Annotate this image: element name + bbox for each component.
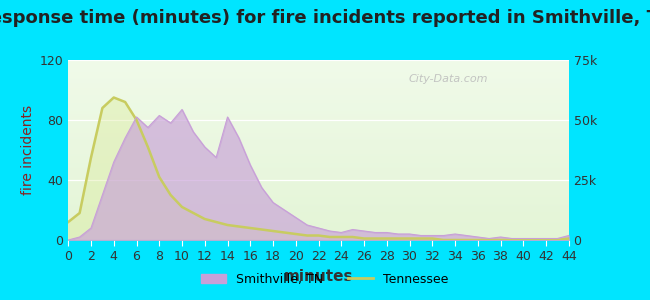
Legend: Smithville, TN, Tennessee: Smithville, TN, Tennessee	[196, 268, 454, 291]
Y-axis label: fire incidents: fire incidents	[21, 105, 36, 195]
Text: Response time (minutes) for fire incidents reported in Smithville, TN: Response time (minutes) for fire inciden…	[0, 9, 650, 27]
X-axis label: minutes: minutes	[284, 269, 353, 284]
Text: City-Data.com: City-Data.com	[409, 74, 488, 84]
